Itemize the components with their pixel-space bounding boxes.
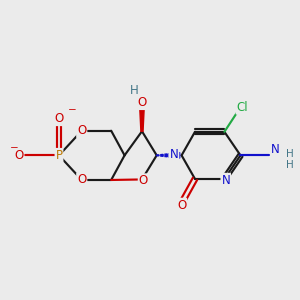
Text: −: −	[68, 105, 76, 115]
Text: O: O	[77, 173, 86, 187]
Text: −: −	[10, 143, 19, 153]
Polygon shape	[157, 155, 159, 156]
Text: O: O	[54, 112, 64, 125]
Text: H: H	[130, 83, 139, 97]
Text: H: H	[286, 149, 293, 159]
Polygon shape	[140, 104, 144, 131]
Text: N: N	[169, 148, 178, 161]
Text: N: N	[221, 174, 230, 187]
Text: O: O	[139, 174, 148, 187]
Text: Cl: Cl	[236, 101, 248, 114]
Text: O: O	[137, 96, 147, 109]
Text: O: O	[14, 149, 23, 162]
Text: H: H	[286, 160, 293, 170]
Polygon shape	[169, 154, 171, 157]
Polygon shape	[161, 154, 163, 156]
Polygon shape	[165, 154, 167, 157]
Text: O: O	[77, 124, 86, 137]
Text: N: N	[271, 143, 280, 156]
Polygon shape	[177, 153, 180, 158]
Text: O: O	[177, 199, 186, 212]
Text: P: P	[56, 149, 62, 162]
Polygon shape	[173, 153, 175, 158]
